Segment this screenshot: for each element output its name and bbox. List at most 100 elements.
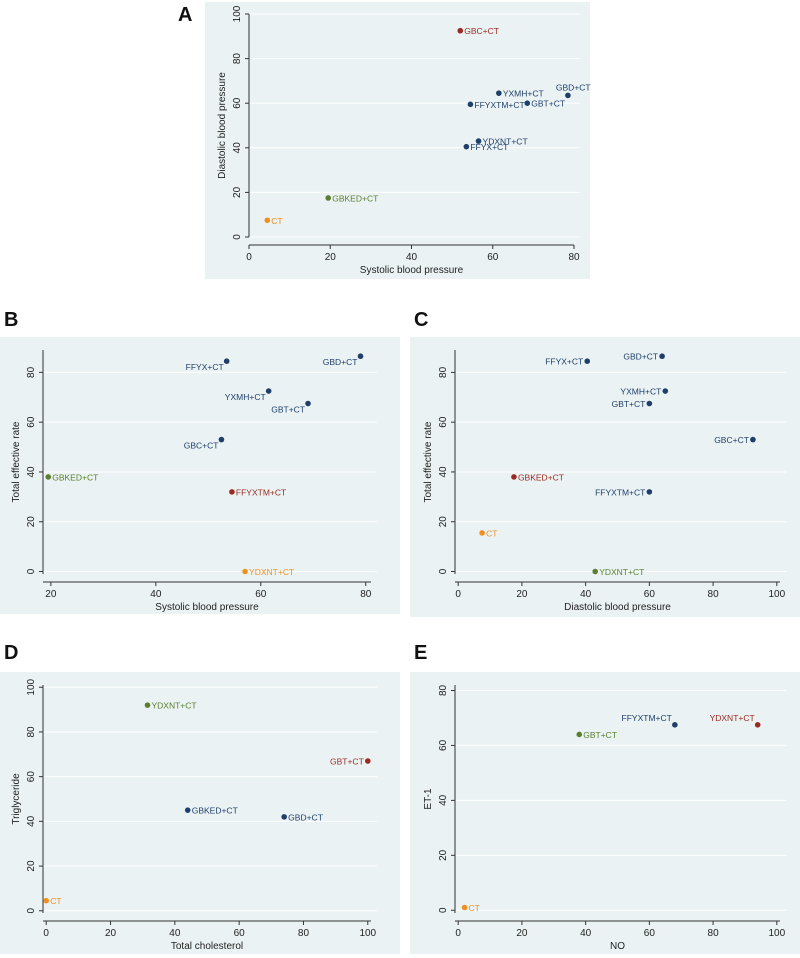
x-tick-label-e-80: 80 — [708, 928, 720, 939]
point-c-ffyxtm-ct — [646, 489, 653, 495]
x-tick-label-a-20: 20 — [325, 252, 337, 263]
x-tick-label-d-40: 40 — [169, 928, 181, 939]
y-axis-title-e: ET-1 — [423, 788, 434, 810]
point-label-d-ydxnt-ct: YDXNT+CT — [152, 701, 197, 711]
point-c-gbked-ct — [511, 474, 517, 480]
point-a-gbd-ct — [565, 92, 571, 99]
x-tick-label-c-100: 100 — [768, 589, 785, 600]
point-label-a-ydxnt-ct: YDXNT+CT — [483, 137, 528, 147]
point-b-gbd-ct — [357, 353, 364, 360]
point-b-yxmh-ct — [265, 388, 272, 394]
panel-letter-d: D — [4, 642, 19, 664]
panel-letter-b: B — [4, 309, 19, 331]
point-d-gbd-ct — [281, 814, 287, 820]
point-a-gbked-ct — [325, 195, 332, 201]
x-axis-title-d: Total cholesterol — [171, 941, 243, 952]
point-label-a-ffyx-ct: FFYX+CT — [470, 142, 508, 152]
point-c-gbc-ct — [750, 436, 756, 443]
point-b-ffyxtm-ct — [229, 489, 235, 495]
x-axis-title-e: NO — [610, 941, 625, 952]
point-label-d-ct: CT — [50, 896, 61, 906]
point-label-e-ydxnt-ct: YDXNT+CT — [710, 713, 755, 723]
point-label-d-gbd-ct: GBD+CT — [288, 812, 323, 822]
x-tick-label-b-20: 20 — [45, 589, 57, 600]
point-label-d-gbt-ct: GBT+CT — [330, 757, 364, 767]
x-tick-label-d-20: 20 — [105, 928, 117, 939]
point-label-b-ffyxtm-ct: FFYXTM+CT — [236, 487, 286, 497]
point-e-ydxnt-ct — [754, 722, 761, 728]
x-tick-label-b-60: 60 — [255, 589, 267, 600]
point-d-gbked-ct — [184, 807, 191, 813]
point-b-ffyx-ct — [223, 358, 230, 365]
point-label-c-ct: CT — [486, 528, 497, 538]
y-tick-label-d-60: 60 — [26, 771, 37, 783]
panel-background-e — [410, 672, 800, 954]
y-tick-label-d-40: 40 — [26, 815, 37, 827]
point-label-e-ffyxtm-ct: FFYXTM+CT — [622, 713, 672, 723]
point-label-a-gbd-ct: GBD+CT — [556, 82, 591, 92]
y-tick-label-a-100: 100 — [232, 5, 243, 22]
point-label-e-ct: CT — [469, 903, 480, 913]
point-label-a-gbc-ct: GBC+CT — [464, 26, 499, 36]
x-tick-label-e-0: 0 — [455, 928, 461, 939]
y-tick-label-b-0: 0 — [26, 568, 37, 574]
y-tick-label-e-20: 20 — [438, 849, 449, 861]
y-axis-title-b: Total effective rate — [11, 421, 22, 502]
point-label-b-gbd-ct: GBD+CT — [323, 357, 358, 367]
point-a-ydxnt-ct — [475, 138, 482, 144]
point-b-ydxnt-ct — [242, 568, 248, 575]
point-label-c-ffyx-ct: FFYX+CT — [545, 357, 583, 367]
point-label-b-gbked-ct: GBKED+CT — [52, 472, 98, 482]
y-tick-label-b-80: 80 — [26, 366, 37, 378]
y-tick-label-d-0: 0 — [26, 908, 37, 914]
panel-letter-c: C — [414, 309, 429, 331]
y-tick-label-c-0: 0 — [438, 568, 449, 574]
x-tick-label-e-100: 100 — [768, 928, 785, 939]
x-tick-label-d-80: 80 — [298, 928, 310, 939]
y-tick-label-b-20: 20 — [26, 516, 37, 528]
x-axis-title-a: Systolic blood pressure — [360, 265, 464, 276]
point-label-c-gbt-ct: GBT+CT — [612, 399, 646, 409]
y-tick-label-a-0: 0 — [232, 234, 243, 240]
y-tick-label-b-40: 40 — [26, 466, 37, 478]
panel-c: 0 20 40 60 80 0 20 40 60 80 100 Diastolic blood pre… — [410, 337, 800, 617]
y-tick-label-e-60: 60 — [438, 739, 449, 751]
x-tick-label-c-0: 0 — [455, 589, 461, 600]
point-e-ct — [461, 904, 468, 911]
y-tick-label-d-20: 20 — [26, 860, 37, 872]
y-tick-label-c-40: 40 — [438, 466, 449, 478]
point-label-a-gbked-ct: GBKED+CT — [332, 193, 378, 203]
point-label-b-yxmh-ct: YXMH+CT — [225, 392, 266, 402]
point-b-gbked-ct — [45, 474, 52, 480]
y-tick-label-c-20: 20 — [438, 516, 449, 528]
x-tick-label-a-0: 0 — [246, 252, 252, 263]
point-a-yxmh-ct — [496, 90, 502, 96]
point-label-b-gbt-ct: GBT+CT — [271, 405, 305, 415]
point-label-c-gbc-ct: GBC+CT — [714, 435, 749, 445]
point-label-b-gbc-ct: GBC+CT — [184, 441, 219, 451]
x-tick-label-b-40: 40 — [150, 589, 162, 600]
point-label-c-ffyxtm-ct: FFYXTM+CT — [595, 487, 645, 497]
y-tick-label-e-80: 80 — [438, 684, 449, 696]
point-a-gbc-ct — [457, 27, 464, 34]
point-label-c-yxmh-ct: YXMH+CT — [620, 387, 661, 397]
y-tick-label-c-80: 80 — [438, 366, 449, 378]
y-tick-label-a-60: 60 — [232, 97, 243, 109]
x-axis-title-b: Systolic blood pressure — [155, 602, 259, 613]
x-axis-title-c: Diastolic blood pressure — [564, 602, 671, 613]
x-tick-label-a-40: 40 — [406, 252, 418, 263]
point-label-c-gbd-ct: GBD+CT — [623, 352, 658, 362]
point-label-c-ydxnt-ct: YDXNT+CT — [599, 567, 644, 577]
point-a-ffyxtm-ct — [467, 101, 474, 108]
point-d-ct — [43, 897, 50, 904]
x-tick-label-c-40: 40 — [580, 589, 592, 600]
point-e-ffyxtm-ct — [672, 722, 678, 728]
point-label-a-yxmh-ct: YXMH+CT — [503, 89, 544, 99]
y-axis-title-a: Diastolic blood pressure — [217, 72, 228, 179]
point-label-a-gbt-ct: GBT+CT — [531, 99, 565, 109]
point-e-gbt-ct — [576, 731, 583, 738]
y-tick-label-a-20: 20 — [232, 186, 243, 198]
point-a-ct — [264, 217, 271, 224]
point-c-yxmh-ct — [662, 388, 669, 394]
point-d-ydxnt-ct — [144, 702, 151, 708]
